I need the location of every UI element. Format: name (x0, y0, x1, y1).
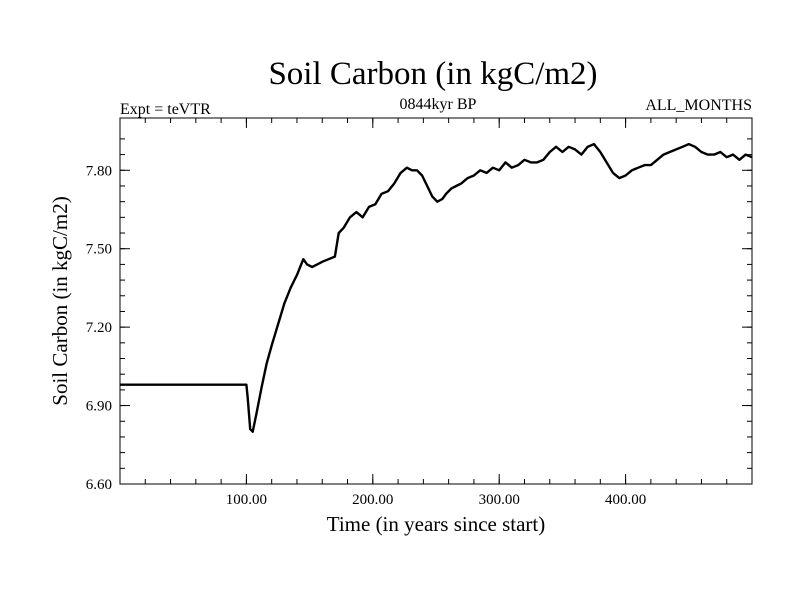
y-tick-label: 6.60 (86, 477, 112, 493)
right-annotation: ALL_MONTHS (645, 97, 752, 114)
chart-title: Soil Carbon (in kgC/m2) (268, 56, 597, 92)
x-axis-label: Time (in years since start) (327, 512, 546, 536)
x-tick-label: 300.00 (479, 492, 520, 508)
axis-ticks (120, 118, 752, 485)
plot-frame (119, 117, 753, 485)
tick-labels: 100.00 200.00 300.00 400.00 6.60 6.90 7.20 7.50… (86, 163, 646, 508)
y-tick-label: 7.20 (86, 320, 112, 336)
y-tick-label: 7.80 (86, 163, 112, 179)
y-tick-label: 6.90 (86, 399, 112, 415)
y-tick-label: 7.50 (86, 242, 112, 258)
y-axis-label: Soil Carbon (in kgC/m2) (48, 196, 72, 405)
x-tick-label: 100.00 (226, 492, 267, 508)
soil-carbon-series-line (120, 142, 753, 433)
series-layer (120, 142, 753, 433)
x-tick-label: 400.00 (605, 492, 646, 508)
x-tick-label: 200.00 (352, 492, 393, 508)
left-annotation: Expt = teVTR (120, 101, 211, 118)
chart-subtitle: 0844kyr BP (400, 96, 477, 113)
